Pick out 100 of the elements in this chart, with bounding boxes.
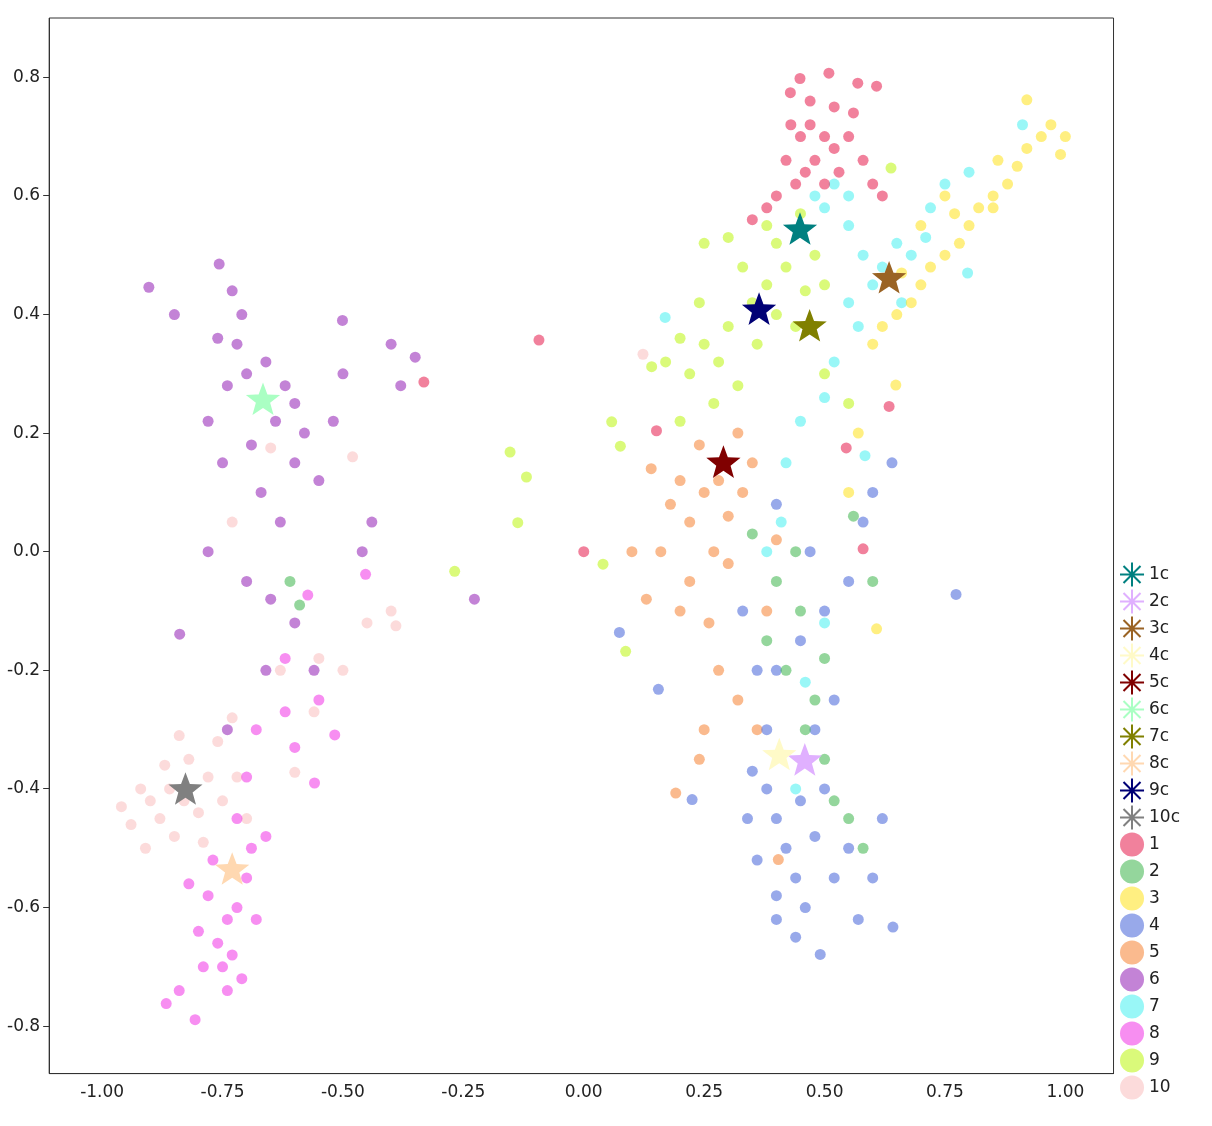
point <box>1059 131 1071 143</box>
point <box>722 510 734 522</box>
legend-label: 4c <box>1149 643 1170 664</box>
point <box>843 575 855 587</box>
point <box>226 285 238 297</box>
x-tick-label: 0.50 <box>805 1081 844 1102</box>
point <box>533 334 545 346</box>
point <box>255 486 267 498</box>
point <box>308 664 320 676</box>
point <box>762 737 797 771</box>
point <box>231 902 243 914</box>
point <box>761 783 773 795</box>
point <box>686 794 698 806</box>
point <box>885 162 897 174</box>
point <box>819 368 831 380</box>
point <box>799 676 811 688</box>
point <box>183 753 195 765</box>
point <box>674 332 686 344</box>
point <box>883 400 895 412</box>
point <box>799 285 811 297</box>
legend-label: 8c <box>1149 751 1170 772</box>
point <box>823 67 835 79</box>
point <box>279 652 291 664</box>
point <box>852 320 864 332</box>
point <box>939 190 951 202</box>
point <box>1055 148 1067 160</box>
point <box>819 131 831 143</box>
point <box>794 795 806 807</box>
x-tick-label: 0.75 <box>926 1081 964 1102</box>
point <box>792 308 827 342</box>
legend-label: 3c <box>1149 616 1170 637</box>
point <box>828 795 840 807</box>
point <box>843 190 855 202</box>
point <box>852 427 864 439</box>
point <box>356 546 368 558</box>
point <box>698 237 710 249</box>
point <box>693 753 705 765</box>
point <box>962 267 974 279</box>
point <box>693 297 705 309</box>
point <box>804 119 816 131</box>
point <box>963 166 975 178</box>
point <box>925 202 937 214</box>
point <box>770 534 782 546</box>
point <box>857 154 869 166</box>
point <box>732 380 744 392</box>
point <box>785 119 797 131</box>
point <box>173 730 185 742</box>
point <box>852 913 864 925</box>
point <box>814 948 826 960</box>
point <box>684 575 696 587</box>
point <box>713 356 725 368</box>
point <box>732 694 744 706</box>
legend-label: 1 <box>1149 832 1160 853</box>
point <box>833 166 845 178</box>
point <box>770 890 782 902</box>
point <box>361 617 373 629</box>
point <box>780 457 792 469</box>
point <box>366 516 378 528</box>
point <box>876 261 888 273</box>
point <box>949 208 961 220</box>
x-tick-label: 1.00 <box>1046 1081 1085 1102</box>
point <box>578 546 590 558</box>
point <box>241 368 253 380</box>
point <box>790 931 802 943</box>
point <box>279 706 291 718</box>
point <box>790 178 802 190</box>
point <box>770 237 782 249</box>
point <box>867 575 879 587</box>
legend-label: 10c <box>1149 805 1181 826</box>
point <box>751 724 763 736</box>
point <box>197 836 209 848</box>
point <box>289 457 301 469</box>
point <box>284 575 296 587</box>
point <box>241 872 253 884</box>
legend-label: 9 <box>1149 1048 1160 1069</box>
point <box>226 712 238 724</box>
point <box>794 415 806 427</box>
point <box>337 368 349 380</box>
point <box>260 356 272 368</box>
point <box>905 249 917 261</box>
point <box>886 457 898 469</box>
point <box>819 279 831 291</box>
point <box>202 546 214 558</box>
point <box>819 652 831 664</box>
point <box>871 80 883 92</box>
point <box>939 178 951 190</box>
point <box>115 801 127 813</box>
point <box>775 516 787 528</box>
point <box>722 558 734 570</box>
point <box>674 475 686 487</box>
point <box>520 471 532 483</box>
point <box>713 475 725 487</box>
point <box>828 694 840 706</box>
point <box>241 575 253 587</box>
y-tick-label: 0.6 <box>13 184 41 205</box>
point <box>659 311 671 323</box>
point <box>289 617 301 629</box>
point <box>746 457 758 469</box>
point <box>236 973 248 985</box>
point <box>231 338 243 350</box>
